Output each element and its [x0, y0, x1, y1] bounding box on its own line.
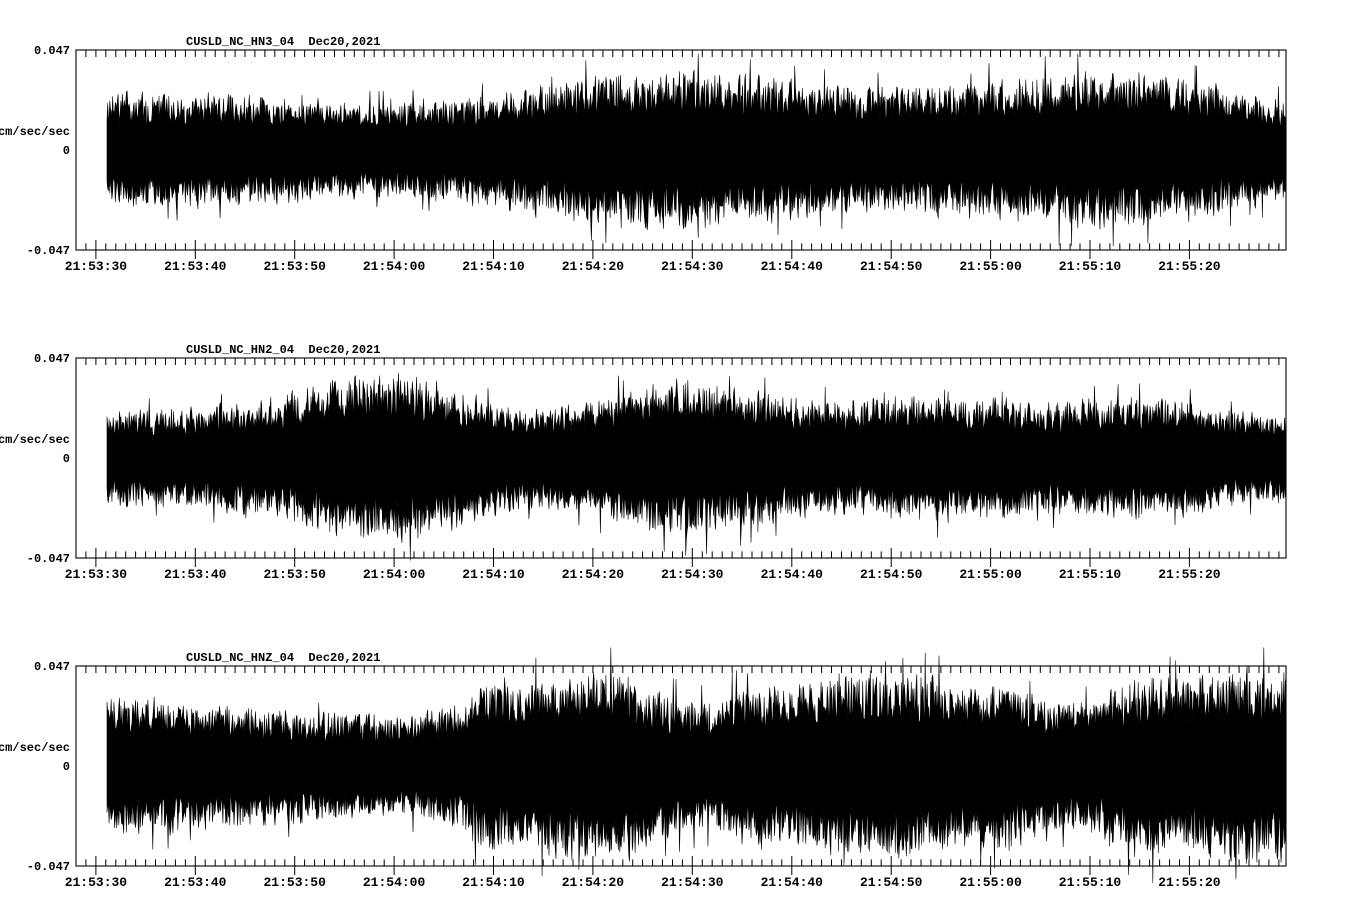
svg-text:21:54:00: 21:54:00	[363, 875, 426, 890]
svg-text:21:54:30: 21:54:30	[661, 567, 724, 582]
svg-text:21:53:40: 21:53:40	[164, 259, 227, 274]
svg-text:21:54:50: 21:54:50	[860, 259, 923, 274]
svg-text:CUSLD_NC_HN3_04 Dec20,2021: CUSLD_NC_HN3_04 Dec20,2021	[186, 35, 380, 49]
svg-text:21:55:10: 21:55:10	[1059, 875, 1122, 890]
svg-text:21:54:20: 21:54:20	[562, 567, 625, 582]
svg-text:21:53:30: 21:53:30	[65, 259, 128, 274]
svg-text:21:54:40: 21:54:40	[761, 875, 824, 890]
svg-text:0: 0	[63, 760, 70, 774]
svg-text:-0.047: -0.047	[27, 860, 70, 874]
svg-text:21:54:50: 21:54:50	[860, 567, 923, 582]
svg-text:21:55:20: 21:55:20	[1158, 875, 1221, 890]
svg-text:21:55:00: 21:55:00	[959, 875, 1022, 890]
svg-text:cm/sec/sec: cm/sec/sec	[0, 125, 70, 139]
svg-text:-0.047: -0.047	[27, 244, 70, 258]
svg-text:cm/sec/sec: cm/sec/sec	[0, 433, 70, 447]
svg-text:21:54:00: 21:54:00	[363, 567, 426, 582]
svg-text:21:54:10: 21:54:10	[462, 875, 525, 890]
svg-text:21:53:40: 21:53:40	[164, 875, 227, 890]
svg-text:21:54:30: 21:54:30	[661, 259, 724, 274]
svg-text:21:54:10: 21:54:10	[462, 259, 525, 274]
svg-text:21:53:30: 21:53:30	[65, 567, 128, 582]
svg-text:21:53:50: 21:53:50	[263, 259, 326, 274]
svg-text:CUSLD_NC_HN2_04 Dec20,2021: CUSLD_NC_HN2_04 Dec20,2021	[186, 343, 380, 357]
svg-text:0: 0	[63, 452, 70, 466]
svg-text:21:55:10: 21:55:10	[1059, 259, 1122, 274]
svg-text:21:54:40: 21:54:40	[761, 567, 824, 582]
svg-text:-0.047: -0.047	[27, 552, 70, 566]
svg-text:cm/sec/sec: cm/sec/sec	[0, 741, 70, 755]
svg-text:21:54:10: 21:54:10	[462, 567, 525, 582]
svg-text:0.047: 0.047	[34, 44, 70, 58]
svg-text:21:53:30: 21:53:30	[65, 875, 128, 890]
svg-text:CUSLD_NC_HNZ_04 Dec20,2021: CUSLD_NC_HNZ_04 Dec20,2021	[186, 651, 380, 665]
svg-text:21:53:50: 21:53:50	[263, 875, 326, 890]
svg-text:21:55:20: 21:55:20	[1158, 567, 1221, 582]
svg-text:21:55:00: 21:55:00	[959, 567, 1022, 582]
svg-text:21:53:50: 21:53:50	[263, 567, 326, 582]
svg-text:21:55:00: 21:55:00	[959, 259, 1022, 274]
svg-text:21:54:20: 21:54:20	[562, 259, 625, 274]
svg-text:0: 0	[63, 144, 70, 158]
svg-text:21:54:50: 21:54:50	[860, 875, 923, 890]
svg-text:0.047: 0.047	[34, 352, 70, 366]
svg-text:21:54:00: 21:54:00	[363, 259, 426, 274]
svg-text:21:55:10: 21:55:10	[1059, 567, 1122, 582]
svg-text:21:55:20: 21:55:20	[1158, 259, 1221, 274]
svg-text:21:54:40: 21:54:40	[761, 259, 824, 274]
svg-text:21:53:40: 21:53:40	[164, 567, 227, 582]
svg-text:0.047: 0.047	[34, 660, 70, 674]
svg-text:21:54:20: 21:54:20	[562, 875, 625, 890]
svg-text:21:54:30: 21:54:30	[661, 875, 724, 890]
